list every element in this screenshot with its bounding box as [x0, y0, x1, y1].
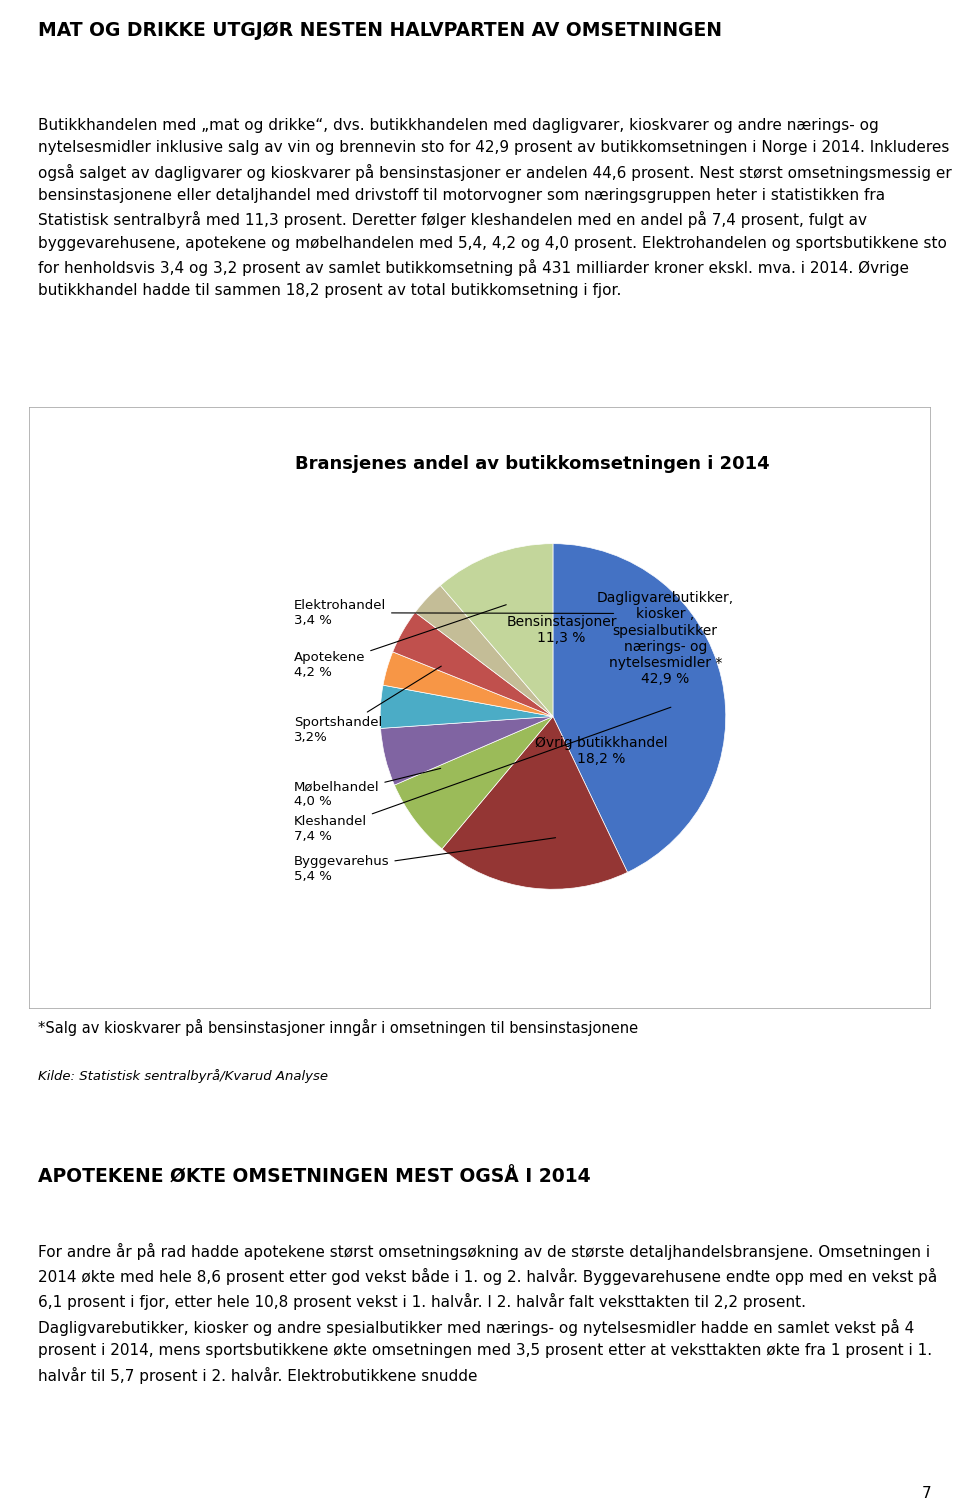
Text: Dagligvarebutikker,
kiosker ,
spesialbutikker
nærings- og
nytelsesmidler *
42,9 : Dagligvarebutikker, kiosker , spesialbut…: [597, 592, 733, 687]
Text: APOTEKENE ØKTE OMSETNINGEN MEST OGSÅ I 2014: APOTEKENE ØKTE OMSETNINGEN MEST OGSÅ I 2…: [38, 1169, 591, 1187]
Wedge shape: [380, 685, 553, 729]
Text: Butikkhandelen med „mat og drikke“, dvs. butikkhandelen med dagligvarer, kioskva: Butikkhandelen med „mat og drikke“, dvs.…: [38, 117, 952, 298]
Text: Kilde: Statistisk sentralbyrå/Kvarud Analyse: Kilde: Statistisk sentralbyrå/Kvarud Ana…: [38, 1069, 328, 1083]
Text: 7: 7: [922, 1486, 931, 1501]
Text: Apotekene
4,2 %: Apotekene 4,2 %: [294, 605, 506, 679]
Title: Bransjenes andel av butikkomsetningen i 2014: Bransjenes andel av butikkomsetningen i …: [295, 455, 770, 473]
Wedge shape: [383, 652, 553, 717]
Wedge shape: [442, 717, 628, 889]
Text: MAT OG DRIKKE UTGJØR NESTEN HALVPARTEN AV OMSETNINGEN: MAT OG DRIKKE UTGJØR NESTEN HALVPARTEN A…: [38, 21, 722, 41]
Wedge shape: [553, 544, 726, 872]
Text: Sportshandel
3,2%: Sportshandel 3,2%: [294, 666, 442, 744]
Wedge shape: [395, 717, 553, 849]
Text: Øvrig butikkhandel
18,2 %: Øvrig butikkhandel 18,2 %: [535, 736, 667, 767]
Text: Kleshandel
7,4 %: Kleshandel 7,4 %: [294, 708, 671, 843]
Text: Byggevarehus
5,4 %: Byggevarehus 5,4 %: [294, 837, 556, 883]
Text: For andre år på rad hadde apotekene størst omsetningsøkning av de største detalj: For andre år på rad hadde apotekene stør…: [38, 1242, 938, 1384]
Text: *Salg av kioskvarer på bensinstasjoner inngår i omsetningen til bensinstasjonene: *Salg av kioskvarer på bensinstasjoner i…: [38, 1020, 638, 1036]
Wedge shape: [380, 717, 553, 785]
Text: Elektrohandel
3,4 %: Elektrohandel 3,4 %: [294, 599, 613, 626]
Text: Bensinstasjoner
11,3 %: Bensinstasjoner 11,3 %: [506, 614, 617, 645]
Wedge shape: [441, 544, 553, 717]
Text: Møbelhandel
4,0 %: Møbelhandel 4,0 %: [294, 768, 441, 809]
Wedge shape: [415, 586, 553, 717]
Wedge shape: [393, 613, 553, 717]
